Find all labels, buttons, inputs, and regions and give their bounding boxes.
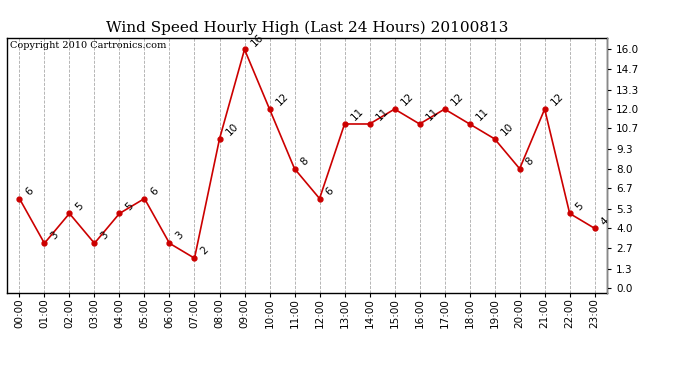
Text: 11: 11: [474, 106, 490, 123]
Text: 5: 5: [74, 200, 86, 212]
Text: 3: 3: [48, 230, 60, 242]
Text: 4: 4: [599, 215, 611, 227]
Text: 8: 8: [299, 156, 310, 167]
Text: 5: 5: [124, 200, 135, 212]
Text: 6: 6: [324, 185, 335, 197]
Text: 11: 11: [374, 106, 390, 123]
Text: Copyright 2010 Cartronics.com: Copyright 2010 Cartronics.com: [10, 41, 166, 50]
Text: 6: 6: [23, 185, 35, 197]
Text: 3: 3: [99, 230, 110, 242]
Text: 11: 11: [348, 106, 365, 123]
Text: 11: 11: [424, 106, 440, 123]
Text: 6: 6: [148, 185, 160, 197]
Text: 12: 12: [549, 91, 565, 108]
Text: 12: 12: [274, 91, 290, 108]
Text: 10: 10: [499, 121, 515, 138]
Text: 16: 16: [248, 32, 265, 48]
Text: 10: 10: [224, 121, 240, 138]
Text: 8: 8: [524, 156, 535, 167]
Text: 5: 5: [574, 200, 586, 212]
Text: 2: 2: [199, 245, 210, 257]
Text: 12: 12: [399, 91, 415, 108]
Text: 12: 12: [448, 91, 465, 108]
Text: 3: 3: [174, 230, 186, 242]
Title: Wind Speed Hourly High (Last 24 Hours) 20100813: Wind Speed Hourly High (Last 24 Hours) 2…: [106, 21, 509, 35]
